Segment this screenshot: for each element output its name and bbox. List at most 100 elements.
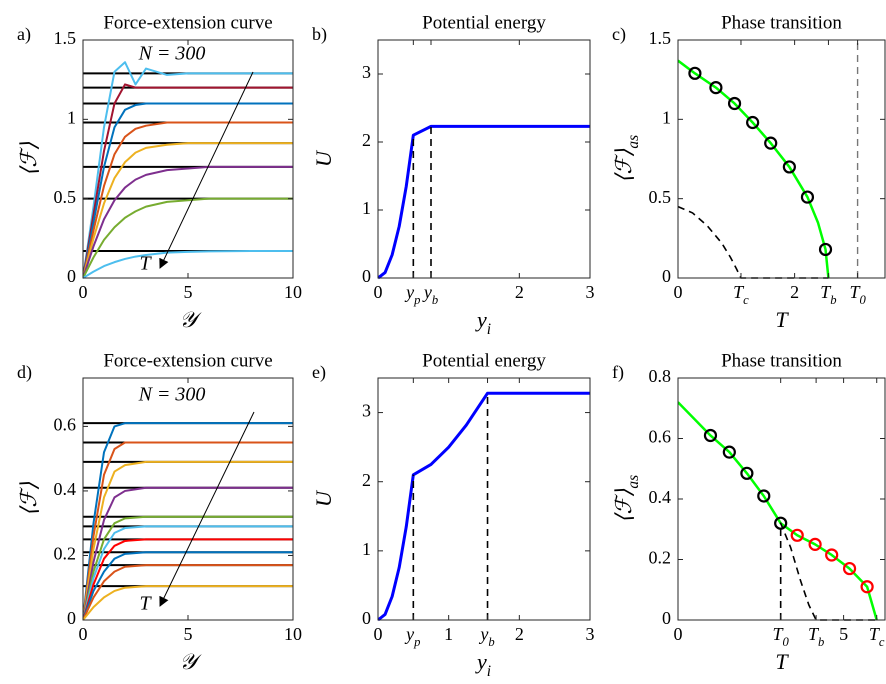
x-tick-label: 5 (839, 624, 848, 644)
annotation: T (139, 593, 152, 615)
chart-title: Potential energy (422, 350, 546, 371)
data-point (746, 115, 760, 130)
data-line (83, 121, 293, 279)
y-tick-label: 0 (362, 266, 371, 286)
x-tick-label: Tb (820, 282, 836, 307)
data-line (83, 165, 293, 279)
x-tick-label: T0 (773, 624, 790, 649)
data-line (83, 102, 293, 279)
y-axis-label: ⟨ℱ⟩ (16, 141, 41, 176)
data-line (678, 401, 878, 621)
x-tick-label: 0 (79, 282, 88, 302)
x-tick-label: 0 (674, 282, 683, 302)
data-point (722, 445, 736, 459)
data-point (808, 537, 822, 551)
data-line (83, 460, 293, 621)
panel-label: b) (312, 24, 327, 45)
chart-title: Phase transition (721, 12, 842, 33)
data-line (83, 441, 293, 621)
y-tick-label: 0 (662, 608, 671, 628)
y-tick-label: 0 (662, 266, 671, 286)
y-tick-label: 0.4 (54, 479, 77, 499)
x-tick-label: 0 (374, 624, 383, 644)
plot-area (378, 124, 590, 280)
data-point (757, 489, 771, 503)
arrow (159, 71, 254, 269)
x-tick-label: 1 (444, 624, 453, 644)
y-axis-label: U (311, 489, 336, 507)
x-tick-label: 0 (374, 282, 383, 302)
y-tick-label: 0 (67, 266, 76, 286)
data-point (709, 80, 723, 95)
arrow (159, 411, 255, 607)
x-tick-label: 2 (790, 282, 799, 302)
data-line (83, 525, 293, 621)
x-tick-label: T0 (849, 282, 866, 307)
y-tick-label: 3 (362, 62, 371, 82)
data-point (782, 160, 796, 174)
data-point (790, 528, 804, 542)
y-tick-label: 0.5 (649, 187, 672, 207)
panel-label: f) (612, 362, 624, 383)
dashed-line (678, 205, 829, 279)
plot-area (378, 391, 590, 622)
data-point (774, 516, 788, 530)
data-point (764, 136, 778, 150)
y-tick-label: 1 (67, 107, 76, 127)
panel-label: c) (612, 24, 626, 45)
data-point (727, 96, 742, 111)
chart-title: Phase transition (721, 350, 842, 371)
y-tick-label: 0.6 (649, 427, 672, 447)
data-point (825, 548, 839, 562)
x-axis-label: T (775, 649, 789, 674)
data-line (83, 197, 293, 279)
y-tick-label: 0 (67, 608, 76, 628)
x-axis-label: T (775, 307, 789, 332)
data-line (378, 391, 590, 622)
panel-label: a) (17, 24, 31, 45)
data-line (83, 585, 293, 621)
y-axis-label: ⟨ℱ⟩as (611, 475, 642, 523)
annotation: T (139, 253, 152, 275)
x-tick-label: 10 (284, 624, 302, 644)
data-line (83, 515, 293, 621)
plot-area (678, 40, 859, 279)
x-tick-label: 3 (586, 624, 595, 644)
y-axis-label: ⟨ℱ⟩ (16, 481, 41, 516)
y-tick-label: 0.8 (649, 366, 672, 386)
y-tick-label: 0.6 (54, 415, 77, 435)
data-point (842, 561, 857, 576)
plot-area (678, 401, 878, 621)
data-line (83, 486, 293, 621)
annotation: N = 300 (138, 43, 206, 65)
data-point (860, 580, 874, 594)
y-tick-label: 1 (362, 539, 371, 559)
data-point (740, 466, 754, 480)
y-tick-label: 0.2 (649, 548, 672, 568)
chart-title: Potential energy (422, 12, 546, 33)
data-line (83, 83, 293, 279)
x-axis-label: 𝒴 (179, 649, 202, 674)
y-tick-label: 1 (362, 198, 371, 218)
y-tick-label: 2 (362, 130, 371, 150)
data-line (83, 250, 293, 279)
x-tick-label: 2 (515, 282, 524, 302)
y-tick-label: 3 (362, 401, 371, 421)
x-axis-label: yi (475, 649, 491, 680)
data-line (678, 59, 830, 279)
panel-label: e) (312, 362, 326, 383)
x-axis-label: 𝒴 (179, 307, 202, 332)
x-tick-label: 10 (284, 282, 302, 302)
y-axis-label: U (311, 149, 336, 167)
chart-title: Force-extension curve (103, 350, 272, 371)
x-tick-label: yb (422, 282, 438, 307)
panel-label: d) (17, 362, 32, 383)
axes-box (677, 39, 886, 279)
data-line (83, 538, 293, 621)
x-axis-label: yi (475, 307, 491, 338)
x-tick-label: Tb (808, 624, 824, 649)
x-tick-label: 0 (79, 624, 88, 644)
x-tick-label: 5 (184, 282, 193, 302)
